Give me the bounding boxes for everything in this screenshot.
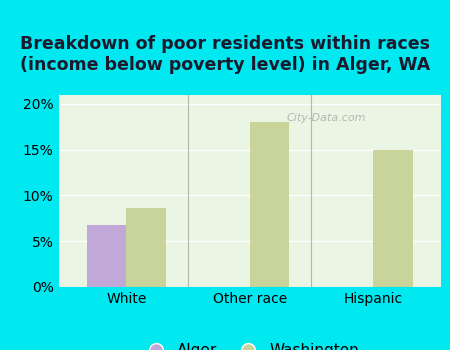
Bar [250, 122, 289, 287]
Legend: Alger, Washington: Alger, Washington [135, 337, 365, 350]
Bar [87, 225, 126, 287]
Bar [126, 208, 166, 287]
Text: Breakdown of poor residents within races
(income below poverty level) in Alger, : Breakdown of poor residents within races… [20, 35, 430, 74]
Bar [373, 149, 413, 287]
Text: City-Data.com: City-Data.com [287, 113, 366, 122]
